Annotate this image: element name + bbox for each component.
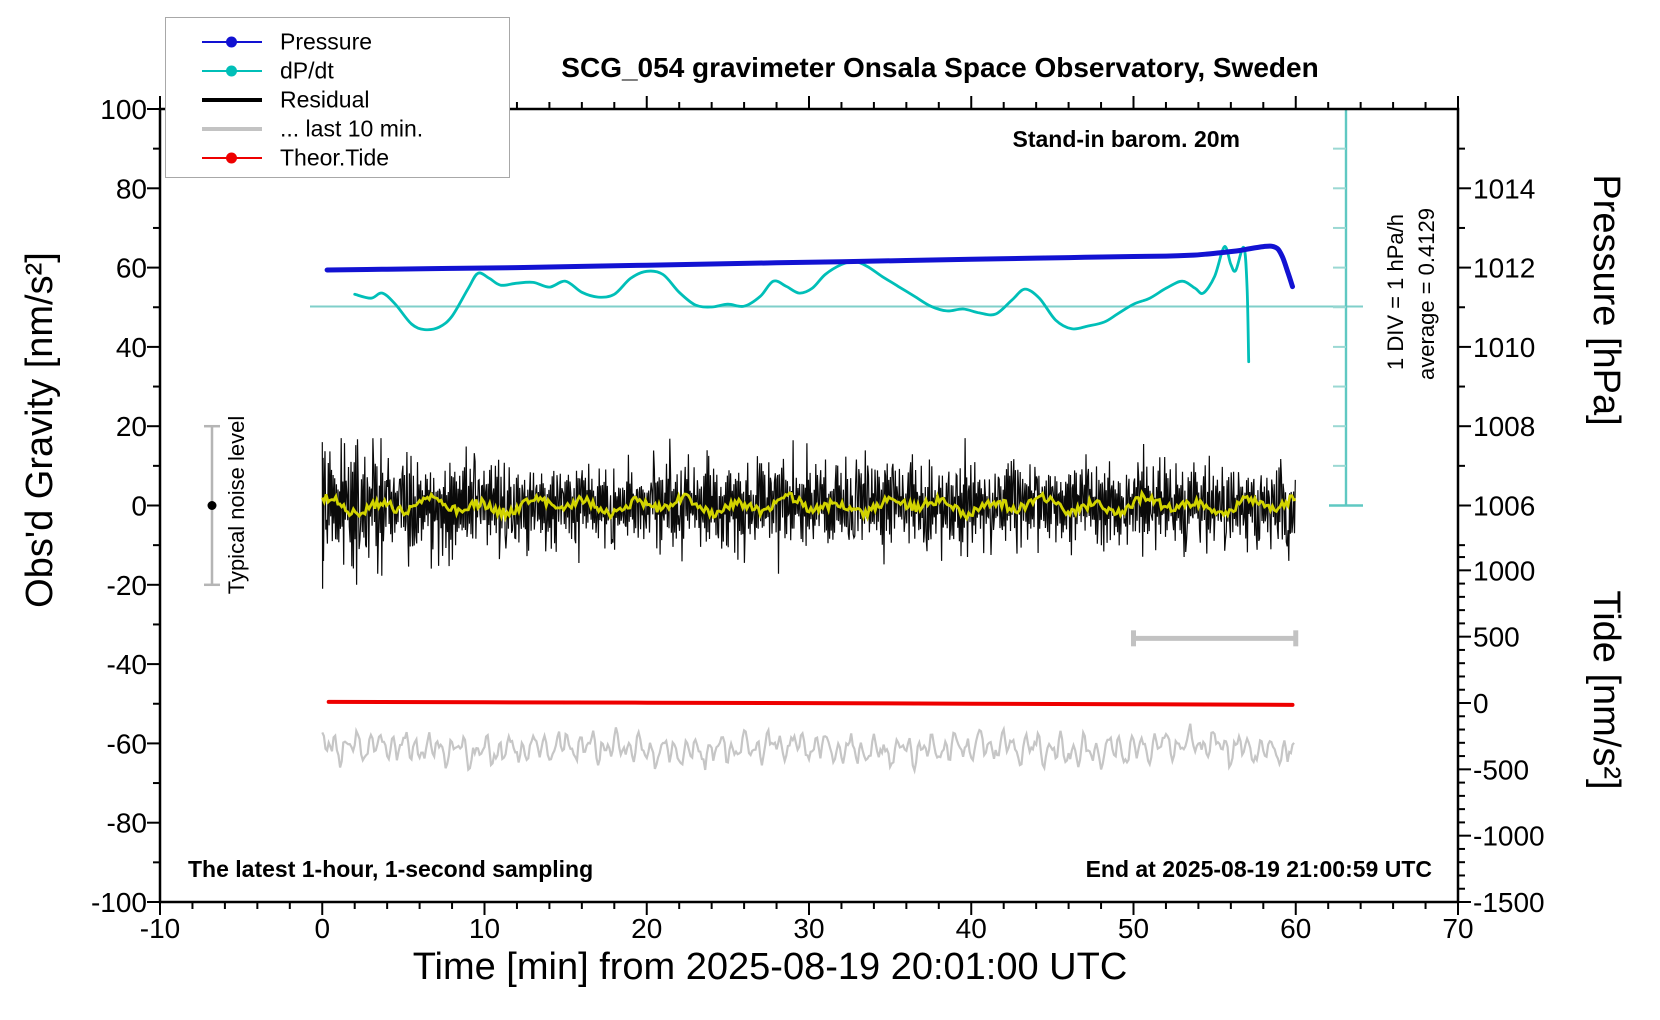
last10min-trace bbox=[321, 723, 1295, 775]
x-tick-label: 50 bbox=[1118, 913, 1149, 944]
page-title: SCG_054 gravimeter Onsala Space Observat… bbox=[561, 52, 1319, 83]
legend-label: Pressure bbox=[280, 28, 373, 54]
legend-item-pressure: Pressure bbox=[166, 27, 509, 56]
x-tick-label: 0 bbox=[314, 913, 330, 944]
noise-bar-center-dot bbox=[207, 501, 217, 510]
gravity-tick-label: -80 bbox=[107, 808, 147, 839]
gravity-tick-label: 40 bbox=[116, 332, 147, 363]
gravity-tick-label: 100 bbox=[100, 94, 147, 125]
tide-tick-label: 1000 bbox=[1473, 555, 1535, 586]
gravity-tick-label: 60 bbox=[116, 253, 147, 284]
theor-tide-curve bbox=[326, 699, 1295, 707]
dpdt-curve bbox=[353, 245, 1251, 364]
tide-tick-label: -500 bbox=[1473, 754, 1529, 785]
gravity-tick-label: -20 bbox=[107, 570, 147, 601]
pressure-marker-icon bbox=[226, 36, 237, 47]
pressure-tick-label: 1014 bbox=[1473, 173, 1535, 204]
legend-item-last10min: ... last 10 min. bbox=[166, 114, 509, 143]
x-tick-label: 20 bbox=[631, 913, 662, 944]
time-axis-title: Time [min] from 2025-08-19 20:01:00 UTC bbox=[412, 946, 1128, 988]
pressure-tick-label: 1006 bbox=[1473, 491, 1535, 522]
legend: Pressure dP/dt Residual ... last 10 min.… bbox=[165, 17, 510, 178]
pressure-tick-label: 1010 bbox=[1473, 332, 1535, 363]
x-tick-label: -10 bbox=[140, 913, 180, 944]
x-tick-label: 30 bbox=[793, 913, 824, 944]
x-tick-label: 70 bbox=[1442, 913, 1473, 944]
noise-level-annotation: Typical noise level bbox=[224, 415, 249, 595]
x-tick-label: 10 bbox=[469, 913, 500, 944]
gravity-tick-label: -40 bbox=[107, 649, 147, 680]
sampling-annotation: The latest 1-hour, 1-second sampling bbox=[188, 856, 594, 882]
x-tick-label: 60 bbox=[1280, 913, 1311, 944]
residual-smoothed-trace bbox=[321, 488, 1297, 523]
legend-item-residual: Residual bbox=[166, 85, 509, 114]
dpdt-marker-icon bbox=[226, 65, 237, 76]
legend-item-dpdt: dP/dt bbox=[166, 56, 509, 85]
legend-label: dP/dt bbox=[280, 57, 334, 83]
last10min-line-swatch bbox=[202, 126, 262, 131]
gravity-tick-label: 80 bbox=[116, 173, 147, 204]
legend-label: ... last 10 min. bbox=[280, 115, 424, 141]
gravity-axis-title: Obs'd Gravity [nm/s²] bbox=[19, 252, 61, 608]
end-time-annotation: End at 2025-08-19 21:00:59 UTC bbox=[1085, 856, 1432, 882]
gravity-tick-label: -60 bbox=[107, 728, 147, 759]
residual-line-swatch bbox=[202, 97, 262, 102]
x-tick-label: 40 bbox=[956, 913, 987, 944]
legend-label: Theor.Tide bbox=[280, 144, 390, 170]
tide-tick-label: -1500 bbox=[1473, 887, 1545, 918]
tide-tick-label: 500 bbox=[1473, 622, 1520, 653]
gravity-tick-label: 20 bbox=[116, 411, 147, 442]
pressure-tick-label: 1012 bbox=[1473, 253, 1535, 284]
tide-axis-title: Tide [nm/s²] bbox=[1585, 590, 1627, 790]
pressure-tick-label: 1008 bbox=[1473, 411, 1535, 442]
theor-tide-marker-icon bbox=[226, 152, 237, 163]
div-scale-annotation: 1 DIV = 1 hPa/h bbox=[1383, 214, 1408, 370]
average-annotation: average = 0.4129 bbox=[1414, 208, 1439, 380]
barometer-annotation: Stand-in barom. 20m bbox=[1012, 126, 1240, 152]
gravity-tick-label: 0 bbox=[131, 491, 147, 522]
legend-label: Residual bbox=[280, 86, 370, 112]
legend-item-theor-tide: Theor.Tide bbox=[166, 143, 509, 172]
tide-tick-label: -1000 bbox=[1473, 821, 1545, 852]
residual-trace bbox=[321, 438, 1296, 589]
pressure-curve bbox=[324, 243, 1295, 290]
gravity-tick-label: -100 bbox=[91, 887, 147, 918]
tide-tick-label: 0 bbox=[1473, 688, 1489, 719]
